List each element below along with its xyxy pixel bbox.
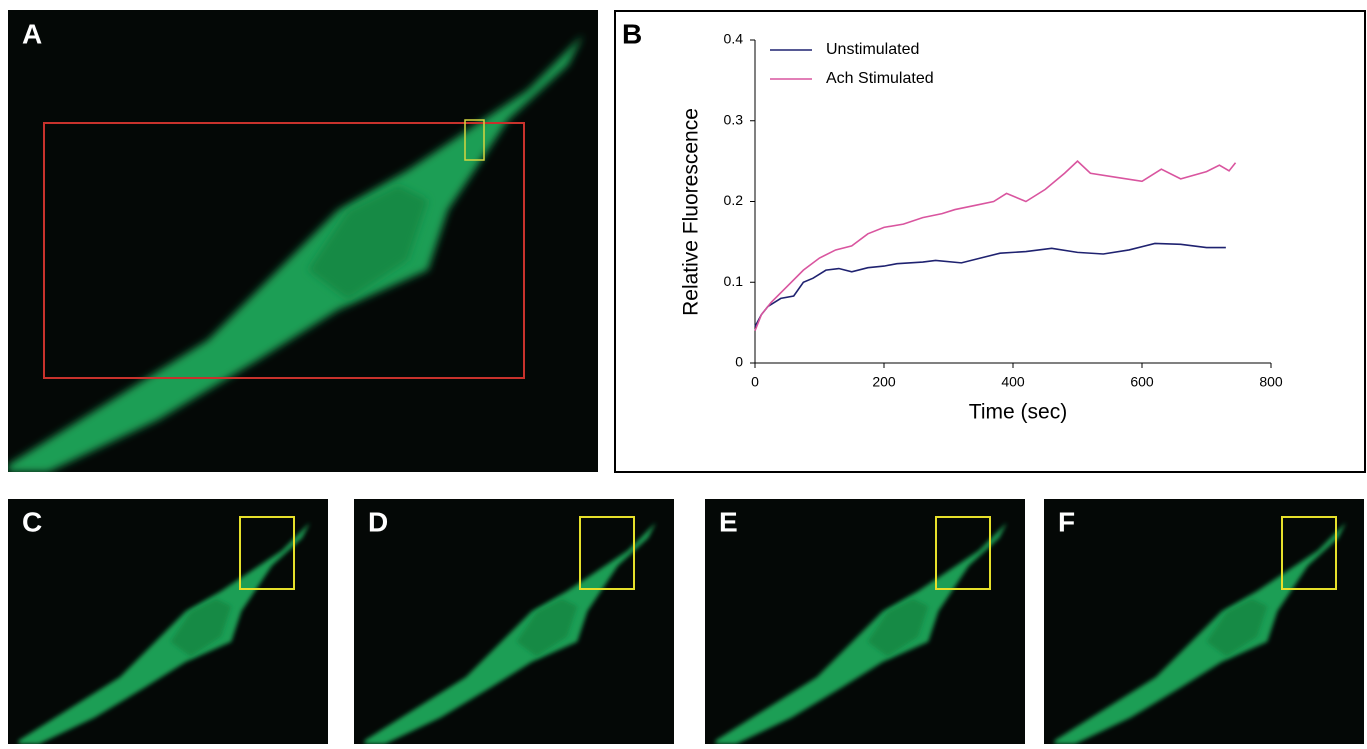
image-panel [705,499,1025,744]
data-line [754,160,1237,331]
x-tick-label: 400 [1001,374,1025,390]
roi-box [579,516,635,590]
panel-label: A [22,18,42,49]
roi-box [935,516,991,590]
x-tick-label: 600 [1130,374,1154,390]
panel-label: F [1058,506,1075,537]
y-tick-label: 0.2 [724,192,744,208]
y-tick-label: 0 [735,354,743,370]
panel-label: C [22,506,42,537]
panel-label: D [368,506,388,537]
panel-label: E [719,506,738,537]
image-panel [8,10,598,472]
roi-box [464,119,485,161]
image-panel [1044,499,1364,744]
roi-box [239,516,295,590]
y-tick-label: 0.1 [724,273,744,289]
image-panel [354,499,674,744]
data-line [754,242,1226,328]
y-axis-label: Relative Fluorescence [680,108,703,316]
x-tick-label: 800 [1259,374,1283,390]
roi-box [1281,516,1337,590]
x-tick-label: 200 [872,374,896,390]
x-axis-label: Time (sec) [969,401,1067,424]
legend-label: Ach Stimulated [826,70,934,87]
roi-box [43,122,525,379]
chart-frame [614,10,1366,473]
image-panel [8,499,328,744]
panel-label: B [622,18,642,49]
y-tick-label: 0.3 [724,111,744,127]
y-tick-label: 0.4 [724,31,744,47]
image-row: C D E F [8,499,1364,744]
x-tick-label: 0 [751,374,759,390]
legend-label: Unstimulated [826,41,919,58]
